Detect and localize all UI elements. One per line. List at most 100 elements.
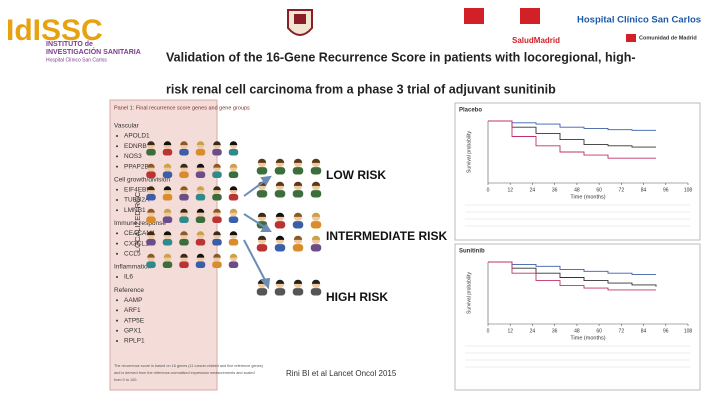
x-tick-label: 96 [663,187,669,193]
person-body [228,171,239,179]
person-hair [180,208,188,213]
person-hair [163,208,172,213]
x-tick-label: 36 [552,328,558,334]
person-body [195,261,206,269]
person-hair [293,279,303,284]
person-hair [229,141,238,146]
x-tick-label: 60 [596,328,602,334]
person-body [162,171,173,179]
person-hair [257,158,267,163]
person-hair [196,186,205,191]
bullet [116,145,118,148]
plot-frame [454,102,701,241]
person-hair [147,231,155,236]
person-body [179,238,189,246]
group-name: Immune response [114,220,166,227]
person-body [212,216,222,224]
person-body [212,261,222,269]
person-hair [196,231,205,236]
logo-line: Hospital Clínico San Carlos [46,57,107,63]
person-body [228,148,239,156]
person-body [310,167,322,175]
person-body [212,148,222,156]
x-tick-label: 0 [487,187,490,193]
person-hair [180,186,188,191]
person-body [195,193,206,201]
person-hair [275,235,285,240]
group-name: Cell growth/division [114,177,170,184]
person-hair [163,231,172,236]
bullet [116,165,118,168]
x-tick-label: 84 [641,187,647,193]
person-hair [311,235,321,240]
person-hair [275,158,285,163]
bullet [116,319,118,322]
partner-service: SaludMadrid [512,36,560,45]
person-body [212,238,222,246]
person-body [195,216,206,224]
bullet [116,155,118,158]
person-body [292,244,304,252]
x-tick-label: 36 [552,187,558,193]
person-hair [163,141,172,146]
bullet [116,242,118,245]
x-tick-label: 12 [507,187,513,193]
x-axis-label: Time (months) [570,335,605,341]
person-body [256,190,268,198]
person-hair [147,253,155,258]
person-hair [293,158,303,163]
bullet [116,232,118,235]
person-body [195,238,206,246]
person-hair [213,186,221,191]
gene: PPAP2B [124,163,149,170]
gene: LMNB1 [124,207,146,214]
person-body [310,244,322,252]
plot-arm: Sunitinib [459,249,485,255]
gene: IL6 [124,274,133,281]
person-hair [213,141,221,146]
person-hair [147,186,155,191]
arrows [243,175,272,290]
person-hair [229,186,238,191]
x-tick-label: 72 [619,328,625,334]
person-hair [147,141,155,146]
person-body [274,190,286,198]
x-tick-label: 0 [487,328,490,334]
x-tick-label: 60 [596,187,602,193]
person-hair [311,212,321,217]
x-tick-label: 12 [507,328,513,334]
person-hair [213,208,221,213]
person-hair [196,163,205,168]
person-hair [275,212,285,217]
person-hair [213,253,221,258]
y-axis-label: Survival probability [466,272,472,314]
person-hair [213,231,221,236]
person-body [179,171,189,179]
person-body [146,171,156,179]
bullet [116,135,118,137]
bullet [116,188,118,191]
citation: Rini BI et al Lancet Oncol 2015 [286,369,397,378]
km-plots: Placebo Survival probability 0 12 24 36 48 60 72… [454,102,701,391]
person-hair [229,231,238,236]
km-curve [488,120,656,131]
gene: EIF4EBP1 [124,187,155,194]
footnote: and is derived from the reference-normal… [114,371,255,375]
panel-heading: Panel 1: Final recurrence score genes an… [114,105,250,111]
gene: EDNRB [124,143,147,150]
person-hair [229,163,238,168]
gene-list: Vascular APOLD1 EDNRB NOS3 PPAP2B Cell growth… [114,123,264,382]
person-hair [275,181,285,186]
plot-arm: Placebo [459,108,482,114]
person-hair [311,158,321,163]
group-name: Reference [114,287,144,294]
person-body [179,261,189,269]
crest [287,9,313,36]
x-tick-label: 84 [641,328,647,334]
x-tick-label: 24 [530,187,536,193]
person-body [310,190,322,198]
title-line: Validation of the 16-Gene Recurrence Sco… [166,50,636,64]
group-name: Inflammation [114,264,152,271]
x-tick-label: 48 [574,328,580,334]
